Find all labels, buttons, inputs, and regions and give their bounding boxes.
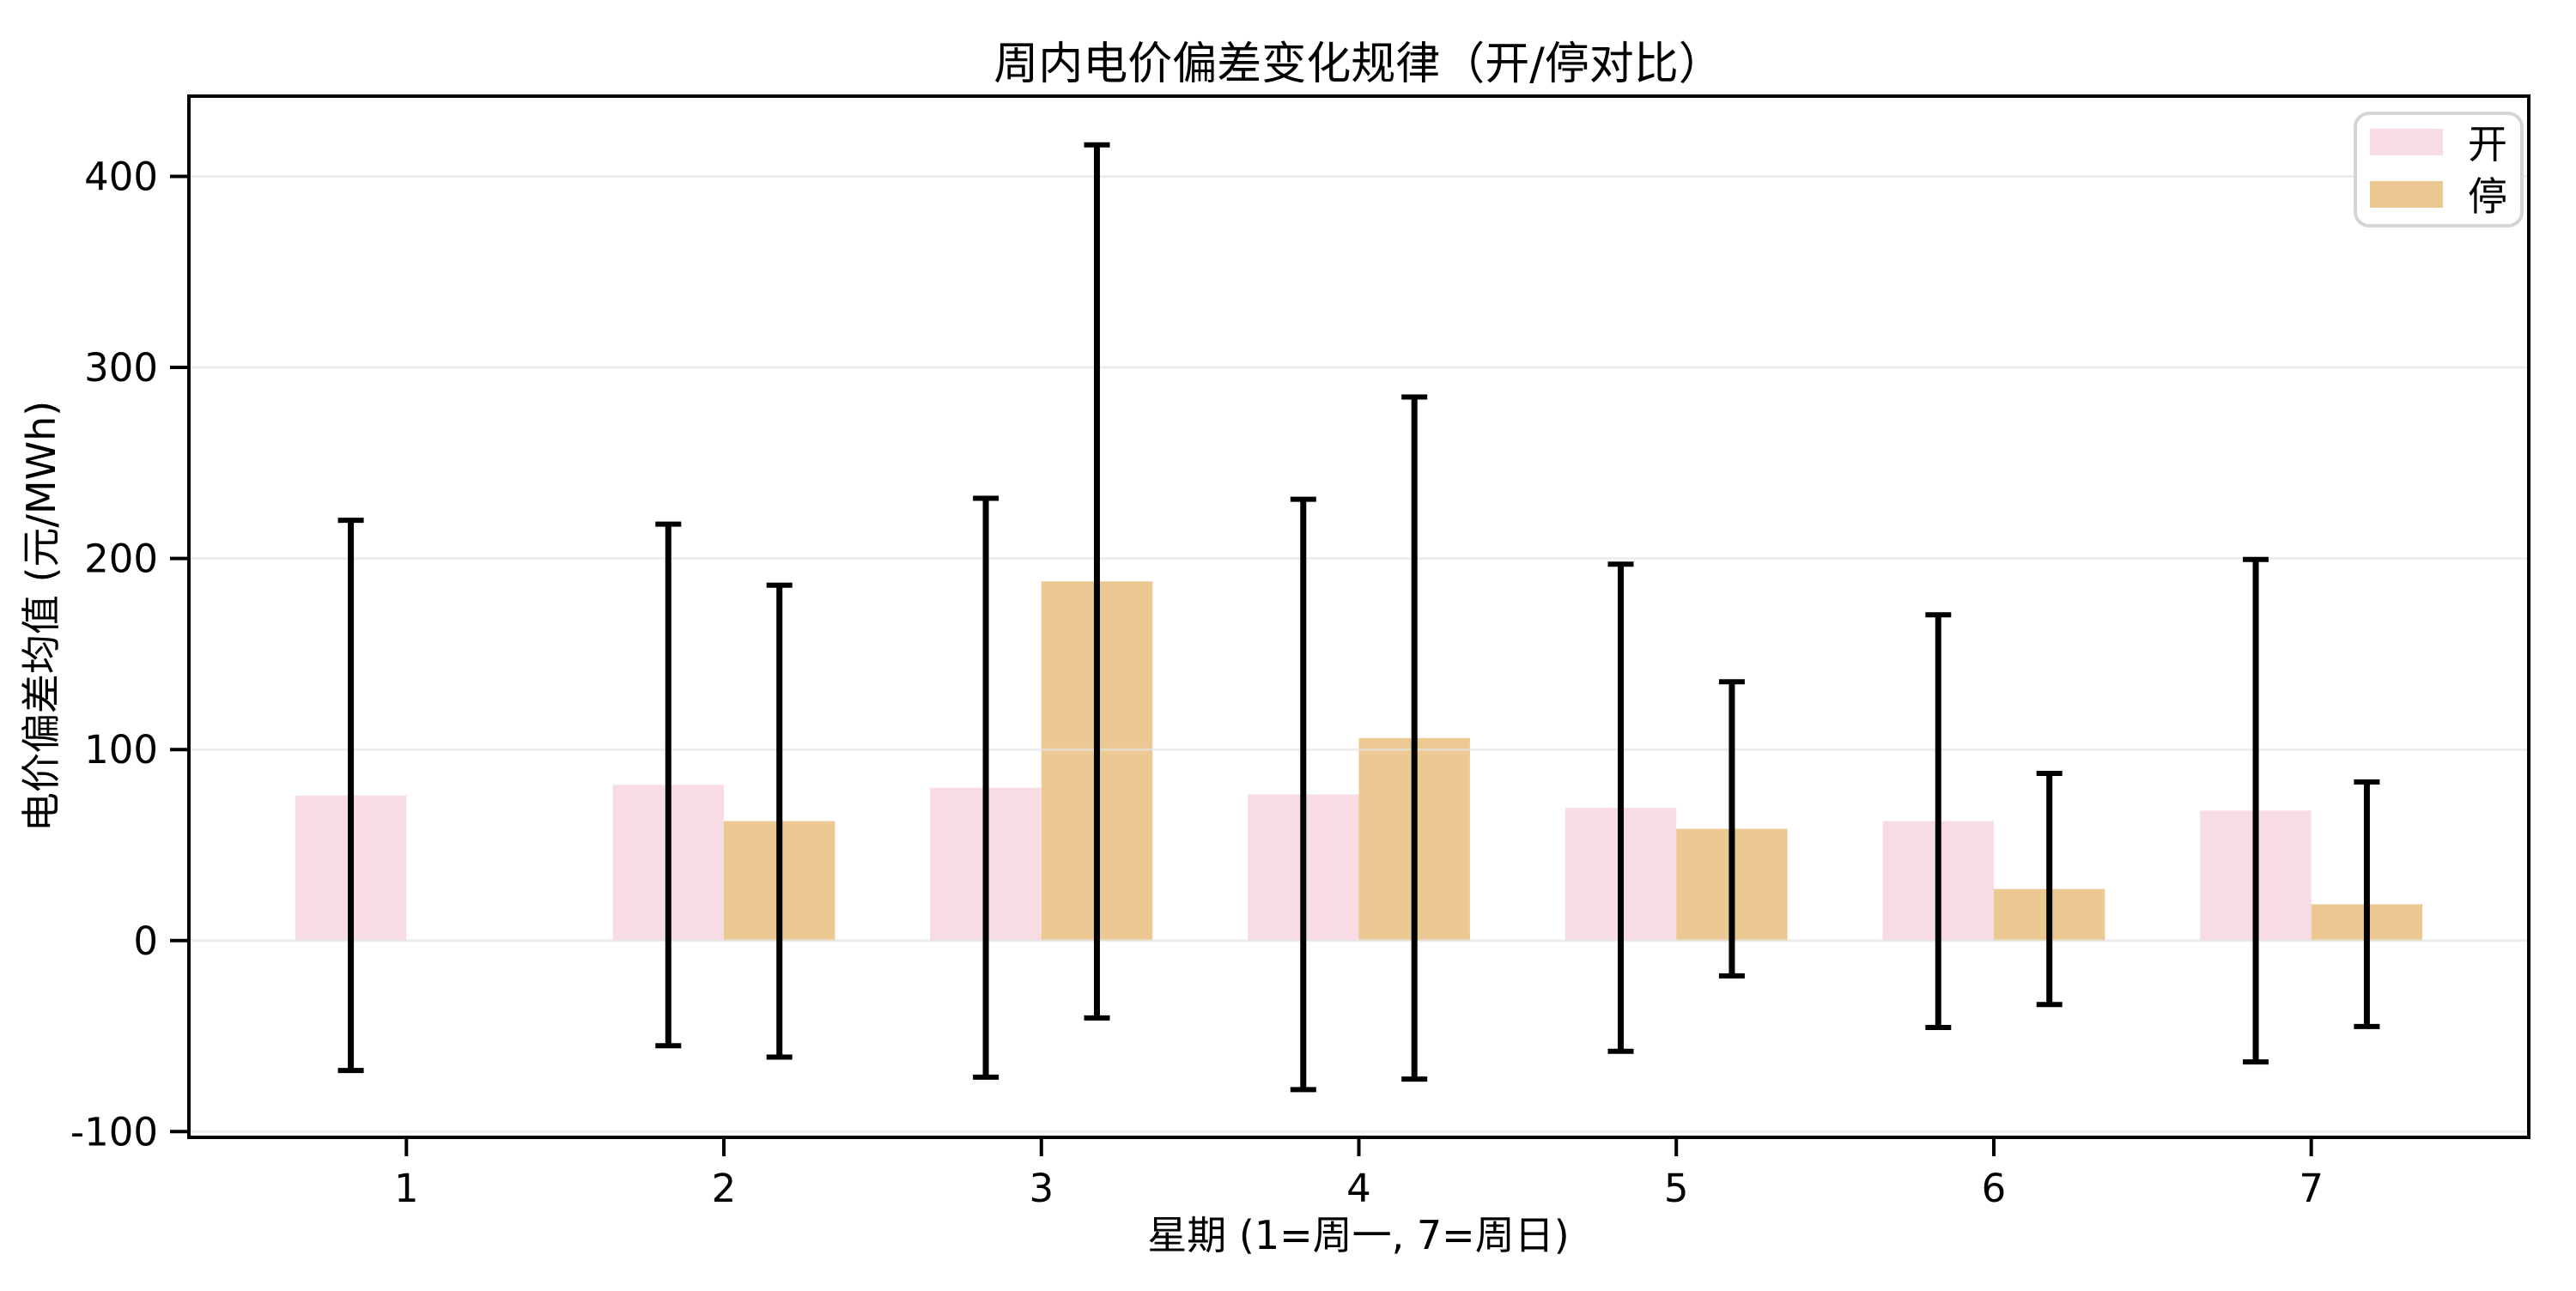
- y-tick-label-300: 300: [84, 345, 158, 391]
- error-bars-layer: [337, 142, 2380, 1093]
- axis-ticks-layer: [170, 174, 2313, 1156]
- error-bar-series0-day3: [973, 495, 999, 1080]
- x-tick-label-day6: 6: [1982, 1166, 2007, 1211]
- y-tick-label--100: -100: [70, 1109, 158, 1155]
- chart-title: 周内电价偏差变化规律（开/停对比）: [993, 39, 1723, 90]
- legend-label-off: 停: [2468, 173, 2507, 220]
- error-bar-series1-day6: [2036, 771, 2063, 1008]
- legend-label-on: 开: [2468, 121, 2507, 167]
- legend: 开 停: [2354, 112, 2524, 227]
- x-axis-label: 星期 (1=周一, 7=周日): [1147, 1212, 1569, 1258]
- x-tick-label-day4: 4: [1346, 1166, 1371, 1211]
- y-tick-label-400: 400: [84, 155, 158, 200]
- x-tick-label-day3: 3: [1029, 1166, 1054, 1211]
- y-tick-label-100: 100: [84, 727, 158, 773]
- error-bar-series1-day2: [766, 582, 793, 1060]
- error-bar-series0-day4: [1290, 496, 1316, 1093]
- error-bar-series1-day4: [1401, 394, 1428, 1082]
- x-tick-label-day5: 5: [1664, 1166, 1689, 1211]
- error-bar-series1-day3: [1084, 142, 1110, 1021]
- legend-swatch-off: [2370, 181, 2443, 208]
- x-tick-label-day7: 7: [2299, 1166, 2324, 1211]
- x-tick-label-day1: 1: [394, 1166, 419, 1211]
- y-tick-label-0: 0: [133, 918, 158, 964]
- y-axis-label: 电价偏差均值 (元/MWh): [18, 401, 64, 832]
- plot-border: [187, 94, 2530, 1139]
- legend-swatch-on: [2370, 129, 2443, 155]
- error-bar-series0-day5: [1607, 561, 1634, 1054]
- error-bar-series0-day2: [655, 521, 682, 1049]
- error-bar-series0-day7: [2243, 556, 2269, 1065]
- error-bar-series0-day6: [1925, 612, 1952, 1030]
- tick-labels-layer: 1 2 3 4 5 6 7 -100 0 100 200 300 400: [70, 155, 2324, 1212]
- error-bar-series1-day7: [2354, 779, 2380, 1029]
- y-tick-label-200: 200: [84, 536, 158, 582]
- error-bar-series1-day5: [1718, 679, 1745, 979]
- x-tick-label-day2: 2: [712, 1166, 737, 1211]
- gridlines-layer: [189, 175, 2529, 1133]
- error-bar-series0-day1: [337, 518, 364, 1074]
